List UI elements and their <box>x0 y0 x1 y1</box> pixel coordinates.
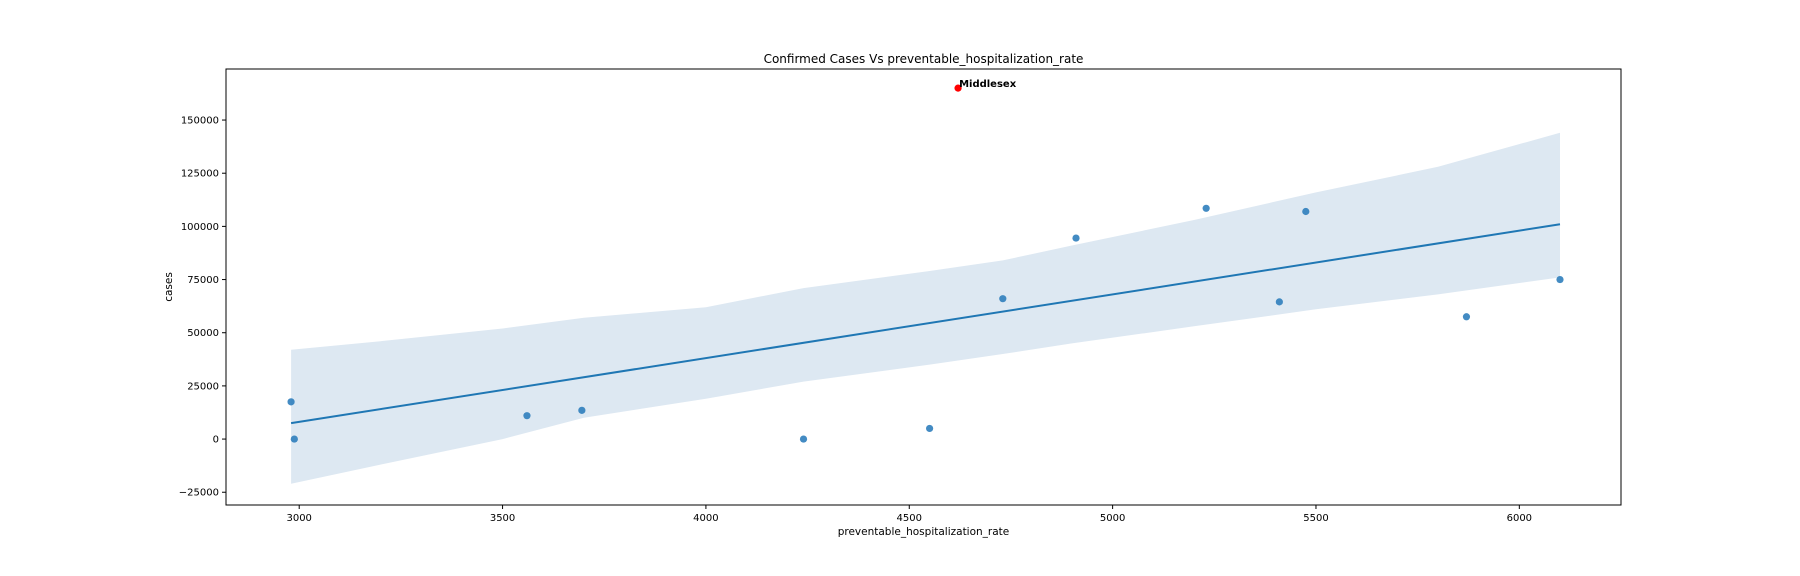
data-points-layer <box>287 204 1564 443</box>
data-point-6 <box>926 424 934 433</box>
confidence-band-layer <box>291 132 1561 484</box>
data-point-1 <box>287 398 295 406</box>
x-tick-label: 5500 <box>1303 513 1328 524</box>
regression-line-layer <box>290 223 1561 425</box>
data-point-13 <box>1556 275 1564 284</box>
x-axis-ticks: 3000 3500 4000 4500 5000 5500 6000 <box>286 505 1532 524</box>
data-point-3 <box>523 412 531 420</box>
y-tick-label: 150000 <box>181 116 219 127</box>
x-tick-label: 5000 <box>1100 513 1125 524</box>
data-point-4 <box>578 406 586 414</box>
x-tick-label: 4000 <box>693 513 718 524</box>
data-point-10 <box>1275 298 1283 306</box>
confidence-band <box>291 132 1561 484</box>
y-tick-label: 75000 <box>187 275 219 286</box>
data-point-12 <box>1462 313 1471 321</box>
regression-line <box>290 223 1561 425</box>
y-tick-label: 50000 <box>187 328 219 339</box>
x-tick-label: 3000 <box>286 513 311 524</box>
y-axis-label: cases <box>163 272 175 302</box>
data-point-9 <box>1202 204 1210 212</box>
data-point-7 <box>999 295 1007 303</box>
data-point-2 <box>290 435 298 443</box>
y-tick-label: −25000 <box>179 488 219 499</box>
data-point-11 <box>1302 207 1310 216</box>
y-tick-label: 0 <box>213 435 219 446</box>
x-tick-label: 4500 <box>897 513 922 524</box>
y-tick-label: 25000 <box>187 381 219 392</box>
y-axis-ticks: −25000 0 25000 50000 75000 100000 125000 150000 <box>179 116 226 499</box>
x-tick-label: 3500 <box>490 513 515 524</box>
highlight-layer: Middlesex <box>954 79 1017 92</box>
data-point-8 <box>1072 234 1080 242</box>
x-tick-label: 6000 <box>1507 513 1532 524</box>
chart-title: Confirmed Cases Vs preventable_hospitali… <box>764 52 1084 66</box>
y-tick-label: 100000 <box>181 222 219 233</box>
x-axis-label: preventable_hospitalization_rate <box>838 526 1010 538</box>
y-tick-label: 125000 <box>181 169 219 180</box>
plot-area-frame <box>225 68 1622 506</box>
highlight-label: Middlesex <box>959 79 1017 90</box>
highlight-point <box>954 84 962 92</box>
data-point-5 <box>799 435 808 443</box>
